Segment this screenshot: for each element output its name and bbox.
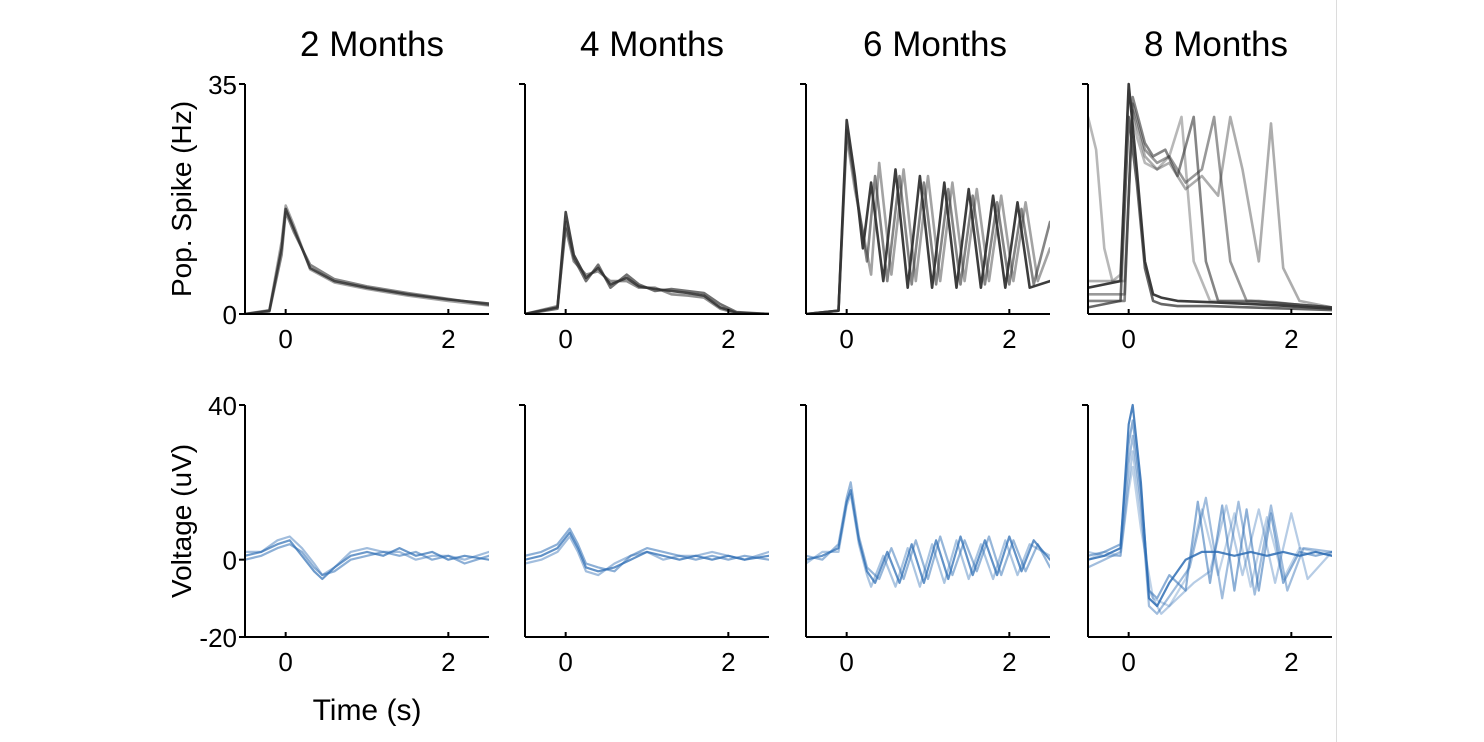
- series-line-2: [806, 128, 1050, 314]
- series-line-5: [1088, 465, 1332, 608]
- trace-group: [525, 210, 769, 314]
- y-axis-label-voltage: Voltage (uV): [166, 444, 197, 598]
- x-tick-label: 2: [1284, 324, 1298, 354]
- series-line-5: [1088, 109, 1332, 309]
- panel-2-months-row-2: 0 2 -20 0 40: [199, 391, 489, 677]
- trace-group: [245, 204, 489, 314]
- page-edge-divider: [1336, 0, 1337, 742]
- x-tick-label: 2: [441, 647, 455, 677]
- column-title-6-months: 6 Months: [863, 25, 1007, 64]
- y-axis-label-pop-spike: Pop. Spike (Hz): [166, 101, 197, 297]
- series-line-2: [245, 210, 489, 314]
- series-line-3: [525, 227, 769, 314]
- series-line-6: [1088, 89, 1332, 309]
- x-tick-label: 2: [441, 324, 455, 354]
- series-line-1: [525, 210, 769, 314]
- y-tick-label: 40: [208, 391, 237, 421]
- series-line-1: [245, 539, 489, 581]
- trace-group: [806, 481, 1050, 588]
- series-line-2: [1088, 115, 1332, 312]
- series-line-4: [1088, 450, 1332, 615]
- series-line-3: [245, 535, 489, 577]
- trace-group: [1088, 82, 1332, 312]
- x-tick-label: 2: [721, 647, 735, 677]
- column-title-4-months: 4 Months: [580, 25, 724, 64]
- x-tick-label: 0: [278, 647, 292, 677]
- series-line-1: [525, 531, 769, 573]
- series-line-1: [1088, 403, 1332, 608]
- column-titles: 2 Months 4 Months 6 Months 8 Months: [300, 25, 1288, 64]
- series-line-3: [1088, 434, 1332, 615]
- column-title-8-months: 8 Months: [1144, 25, 1288, 64]
- series-line-1: [806, 489, 1050, 584]
- series-line-3: [245, 204, 489, 314]
- y-tick-label: 35: [208, 70, 237, 100]
- x-tick-label: 0: [278, 324, 292, 354]
- series-line-3: [806, 135, 1050, 314]
- trace-group: [525, 527, 769, 577]
- x-axis-label-time: Time (s): [313, 694, 422, 727]
- x-tick-label: 2: [1284, 647, 1298, 677]
- x-tick-label: 0: [1121, 647, 1135, 677]
- series-line-2: [1088, 419, 1332, 600]
- column-title-2-months: 2 Months: [300, 25, 444, 64]
- x-tick-label: 0: [1121, 324, 1135, 354]
- x-tick-label: 0: [839, 324, 853, 354]
- trace-group: [806, 118, 1050, 314]
- x-tick-label: 0: [558, 647, 572, 677]
- series-line-1: [1088, 82, 1332, 310]
- y-axis-labels: Pop. Spike (Hz) Voltage (uV): [166, 101, 197, 598]
- series-line-2: [245, 543, 489, 577]
- trace-group: [1088, 403, 1332, 615]
- series-line-2: [806, 481, 1050, 581]
- y-tick-label: 0: [223, 546, 237, 576]
- y-tick-label: -20: [199, 623, 237, 653]
- panel-2-months-row-1: 0 2 0 35: [208, 70, 489, 354]
- x-tick-label: 2: [721, 324, 735, 354]
- x-tick-label: 0: [839, 647, 853, 677]
- y-tick-label: 0: [223, 300, 237, 330]
- series-line-2: [525, 527, 769, 573]
- series-line-3: [525, 535, 769, 577]
- series-line-4: [1088, 102, 1332, 309]
- x-axis-label-group: Time (s): [313, 694, 422, 727]
- trace-group: [245, 535, 489, 581]
- x-tick-label: 0: [558, 324, 572, 354]
- x-tick-label: 2: [1002, 324, 1016, 354]
- x-tick-label: 2: [1002, 647, 1016, 677]
- series-line-3: [806, 492, 1050, 588]
